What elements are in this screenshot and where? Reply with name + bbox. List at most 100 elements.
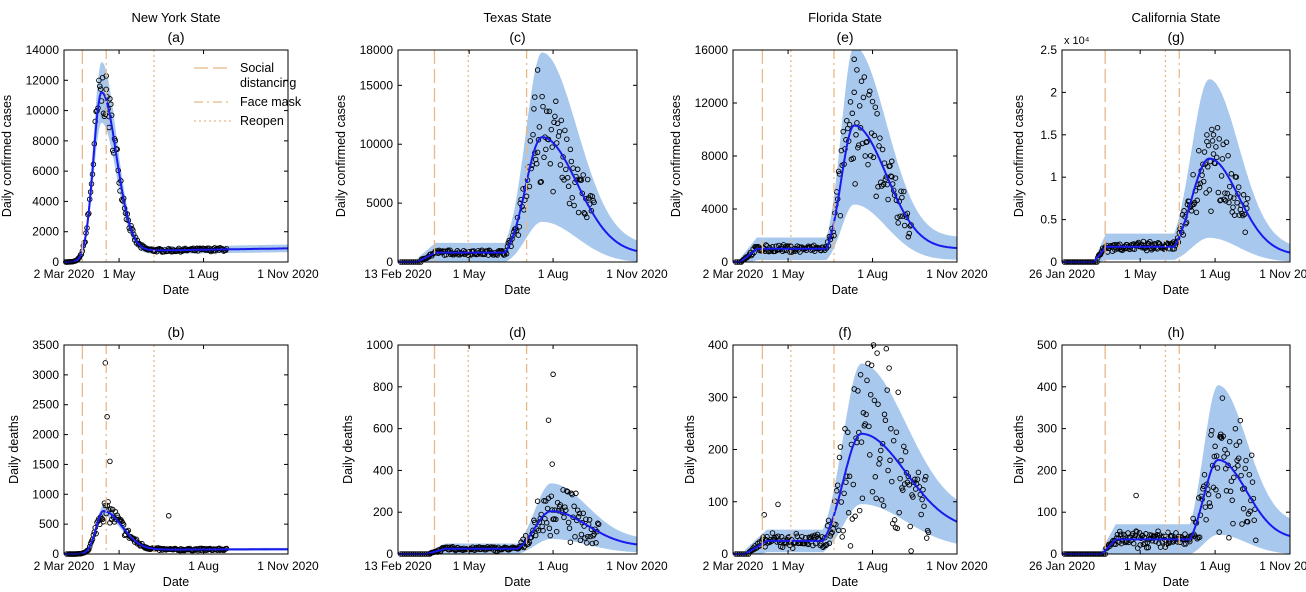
observed-point [887,163,893,169]
observed-point [846,121,853,128]
observed-point [1209,126,1215,133]
observed-point [1204,138,1210,145]
observed-point [1213,154,1220,161]
y-tick-label: 600 [373,422,393,436]
observed-point [901,222,908,229]
x-tick-label: 1 Aug [857,267,888,281]
observed-point [165,513,172,519]
observed-point [1117,528,1123,535]
observed-point [1130,540,1137,547]
panel-h: 26 Jan 2020 1 May 1 Aug 1 Nov 2020 0 100 200 30… [1012,324,1306,589]
observed-point [1221,196,1227,203]
x-tick-label: 13 Feb 2020 [364,267,432,281]
observed-point [1181,208,1187,214]
observed-point [888,425,894,432]
observed-point [552,113,558,120]
observed-point [854,67,860,73]
observed-point [1193,209,1200,216]
observed-point [1232,425,1239,432]
y-tick-label: 0 [386,255,393,269]
x-tick-label: 1 May [453,267,486,281]
x-axis-label: Date [163,283,189,297]
observed-point [894,525,901,532]
observed-point [562,504,568,510]
observed-point [104,413,110,420]
observed-point [1173,530,1179,536]
y-tick-label: 0.5 [1040,213,1057,227]
x-tick-label: 1 May [103,267,136,281]
observed-point [548,126,555,133]
observed-point [920,486,926,493]
observed-point [557,162,564,168]
observed-point [871,397,878,404]
observed-point [1228,171,1235,177]
observed-point [584,533,591,540]
observed-point [1225,462,1231,469]
observed-point [845,429,851,436]
observed-point [1234,199,1240,206]
x-tick-label: 1 Nov 2020 [926,559,988,573]
observed-point [912,476,918,483]
observed-point [870,154,877,161]
observed-point [1121,533,1128,539]
observed-point [1220,433,1226,439]
confidence-band [1101,385,1290,554]
observed-point [799,533,805,540]
y-axis-label: Daily confirmed cases [669,95,683,217]
observed-point [1233,442,1240,448]
observed-point [842,426,848,432]
x-tick-label: 2 Mar 2020 [703,267,764,281]
y-tick-label: 2 [1050,85,1057,99]
observed-point [547,532,554,539]
observed-point [922,476,928,483]
observed-point [847,99,854,105]
observed-point [583,516,589,522]
observed-point [761,512,767,518]
observed-point [580,510,586,517]
observed-point [1226,183,1233,190]
observed-point [888,173,894,179]
observed-point [903,214,910,220]
observed-point [1222,190,1228,196]
y-tick-label: 2000 [32,428,59,442]
observed-point [1235,462,1241,469]
x-tick-label: 1 Aug [538,267,569,281]
observed-point [522,532,529,539]
y-tick-label: 1.5 [1040,128,1057,142]
y-tick-label: 300 [708,390,728,404]
x-tick-label: 2 Mar 2020 [703,559,764,573]
observed-point [1201,471,1208,478]
observed-point [1244,519,1251,525]
observed-point [787,542,793,549]
observed-point [876,461,882,467]
observed-point [1231,474,1237,481]
observed-point [873,193,879,200]
observed-point [1225,152,1231,159]
observed-point [1228,478,1235,484]
observed-point [1226,535,1232,541]
observed-point [1218,434,1224,440]
y-tick-label: 16000 [695,43,729,57]
y-axis-label: Daily deaths [683,415,697,484]
observed-point [867,152,874,159]
state-title: Florida State [808,10,882,25]
y-tick-label: 400 [1037,380,1057,394]
x-axis-label: Date [832,283,858,297]
observed-point [1216,136,1222,142]
observed-point [586,517,593,523]
x-tick-label: 1 May [1124,559,1157,573]
observed-point [763,242,769,248]
observed-point [878,497,885,503]
observed-point [1244,195,1251,202]
observed-point [780,242,787,248]
observed-point [851,56,857,63]
x-tick-label: 1 Nov 2020 [926,267,988,281]
observed-point [547,161,554,167]
observed-point [873,495,879,502]
observed-point [521,544,527,551]
observed-point [885,467,891,474]
observed-point [884,387,890,393]
observed-point [1240,192,1247,198]
panel-label: (a) [167,29,184,45]
x-tick-label: 2 Mar 2020 [34,559,95,573]
